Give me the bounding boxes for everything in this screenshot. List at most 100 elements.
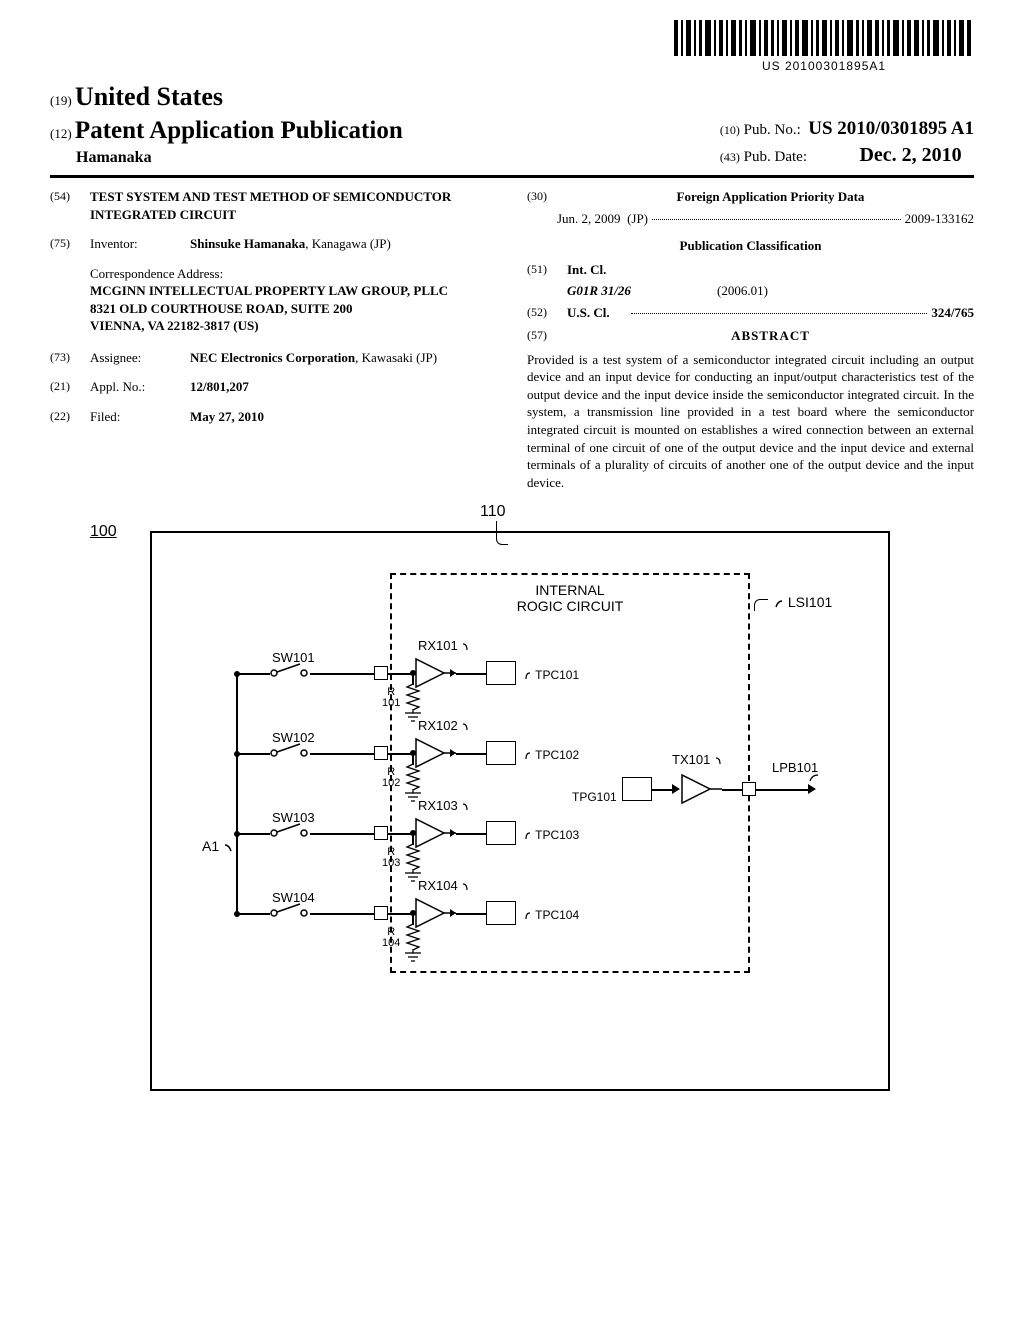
ref-100: 100 (90, 521, 117, 543)
dots-icon-2 (631, 304, 927, 314)
assignee-loc: , Kawasaki (JP) (355, 350, 437, 365)
pubclass-head: Publication Classification (527, 237, 974, 255)
rx-label-1: RX101 (418, 637, 471, 655)
correspondence-block: Correspondence Address: MCGINN INTELLECT… (90, 265, 497, 335)
foreign-no: 2009-133162 (905, 210, 974, 228)
pad-icon (374, 746, 388, 760)
ground-icon (403, 949, 423, 963)
r-label-1: R101 (382, 687, 400, 709)
wire (456, 833, 486, 835)
lsi-text: LSI101 (788, 594, 832, 610)
appl-label: Appl. No.: (90, 378, 190, 396)
foreign-head: Foreign Application Priority Data (567, 188, 974, 206)
buffer-icon (680, 773, 724, 807)
tpc-text-4: TPC104 (535, 908, 579, 922)
bus-wire (236, 673, 238, 913)
pub-type: Patent Application Publication (75, 117, 403, 144)
dots-icon (652, 210, 901, 220)
tpc-label-4: TPC104 (522, 907, 579, 923)
barcode-text: US 20100301895A1 (674, 58, 974, 74)
r-label-4: R104 (382, 927, 400, 949)
rx-label-2: RX102 (418, 717, 471, 735)
abstract-text: Provided is a test system of a semicondu… (527, 351, 974, 491)
wire (456, 673, 486, 675)
resistor-icon (405, 844, 421, 870)
pub-no-label: Pub. No.: (744, 122, 801, 138)
biblio: (54) TEST SYSTEM AND TEST METHOD OF SEMI… (50, 188, 974, 491)
barcode-block: US 20100301895A1 (50, 20, 974, 75)
wire (236, 673, 270, 675)
intcl-row: (51) Int. Cl. (527, 261, 974, 279)
abstract-code: (57) (527, 327, 567, 345)
country-name: United States (75, 82, 223, 111)
wire (388, 833, 412, 835)
rx-text-3: RX103 (418, 798, 458, 813)
appl-no: 12/801,207 (190, 378, 497, 396)
filed-code: (22) (50, 408, 90, 426)
pub-date-label: Pub. Date: (744, 149, 807, 165)
lsi-label: LSI101 (772, 593, 832, 612)
wire (756, 789, 812, 791)
foreign-priority-row: Jun. 2, 2009 (JP) 2009-133162 (527, 210, 974, 228)
intcl-date: (2006.01) (717, 282, 768, 300)
resistor-icon (405, 684, 421, 710)
tpc-label-2: TPC102 (522, 747, 579, 763)
tpc-text-1: TPC101 (535, 668, 579, 682)
title-text: TEST SYSTEM AND TEST METHOD OF SEMICONDU… (90, 188, 497, 223)
foreign-code: (30) (527, 188, 567, 206)
inventor-label: Inventor: (90, 235, 190, 253)
corr-line2: 8321 OLD COURTHOUSE ROAD, SUITE 200 (90, 300, 497, 318)
foreign-country: (JP) (627, 210, 648, 228)
assignee-label: Assignee: (90, 349, 190, 367)
country-code: (19) (50, 93, 72, 108)
biblio-right: (30) Foreign Application Priority Data J… (527, 188, 974, 491)
biblio-left: (54) TEST SYSTEM AND TEST METHOD OF SEMI… (50, 188, 497, 491)
tpc-label-3: TPC103 (522, 827, 579, 843)
wire (236, 833, 270, 835)
title-field: (54) TEST SYSTEM AND TEST METHOD OF SEMI… (50, 188, 497, 223)
wire (310, 833, 374, 835)
pub-type-code: (12) (50, 126, 72, 141)
inventor-body: Shinsuke Hamanaka, Kanagawa (JP) (190, 235, 497, 253)
switch-icon (270, 901, 314, 919)
resistor-icon (405, 764, 421, 790)
pub-date: Dec. 2, 2010 (859, 144, 961, 166)
inventor-name: Shinsuke Hamanaka (190, 236, 305, 251)
switch-icon (270, 741, 314, 759)
pub-type-line: (12) Patent Application Publication (50, 114, 403, 148)
rx-label-3: RX103 (418, 797, 471, 815)
country-line: (19) United States (50, 79, 974, 114)
wire (310, 913, 374, 915)
barcode-icon: US 20100301895A1 (674, 20, 974, 74)
rx-label-4: RX104 (418, 877, 471, 895)
assignee-field: (73) Assignee: NEC Electronics Corporati… (50, 349, 497, 367)
ref-110: 110 (480, 501, 506, 523)
tpc-text-3: TPC103 (535, 828, 579, 842)
uscl-val: 324/765 (931, 304, 974, 322)
switch-icon (270, 821, 314, 839)
tpc-box-3 (486, 821, 516, 845)
test-board: A1 INTERNAL ROGIC CIRCUIT LSI101 SW101 (150, 531, 890, 1091)
pub-date-line: (43) Pub. Date: Dec. 2, 2010 (720, 142, 974, 169)
wire (388, 753, 412, 755)
abstract-head-row: (57) ABSTRACT (527, 327, 974, 345)
pub-no: US 2010/0301895 A1 (808, 118, 974, 139)
rx-text-4: RX104 (418, 878, 458, 893)
tpc-box-1 (486, 661, 516, 685)
uscl-row: (52) U.S. Cl. 324/765 (527, 304, 974, 322)
intcl-val-row: G01R 31/26 (2006.01) (527, 282, 974, 300)
figure: 100 110 A1 INTERNAL ROGIC CIRCUIT LSI101… (50, 531, 974, 1091)
a1-label: A1 (202, 837, 237, 856)
uscl-label: U.S. Cl. (567, 304, 627, 322)
r-label-3: R103 (382, 847, 400, 869)
uscl-code: (52) (527, 304, 567, 322)
pub-no-line: (10) Pub. No.: US 2010/0301895 A1 (720, 116, 974, 142)
pad-icon (742, 782, 756, 796)
rule-thick (50, 175, 974, 178)
r-label-2: R102 (382, 767, 400, 789)
tpg-text: TPG101 (572, 790, 617, 804)
switch-icon (270, 661, 314, 679)
rx-text-2: RX102 (418, 718, 458, 733)
inventor-field: (75) Inventor: Shinsuke Hamanaka, Kanaga… (50, 235, 497, 253)
filed-date: May 27, 2010 (190, 408, 497, 426)
